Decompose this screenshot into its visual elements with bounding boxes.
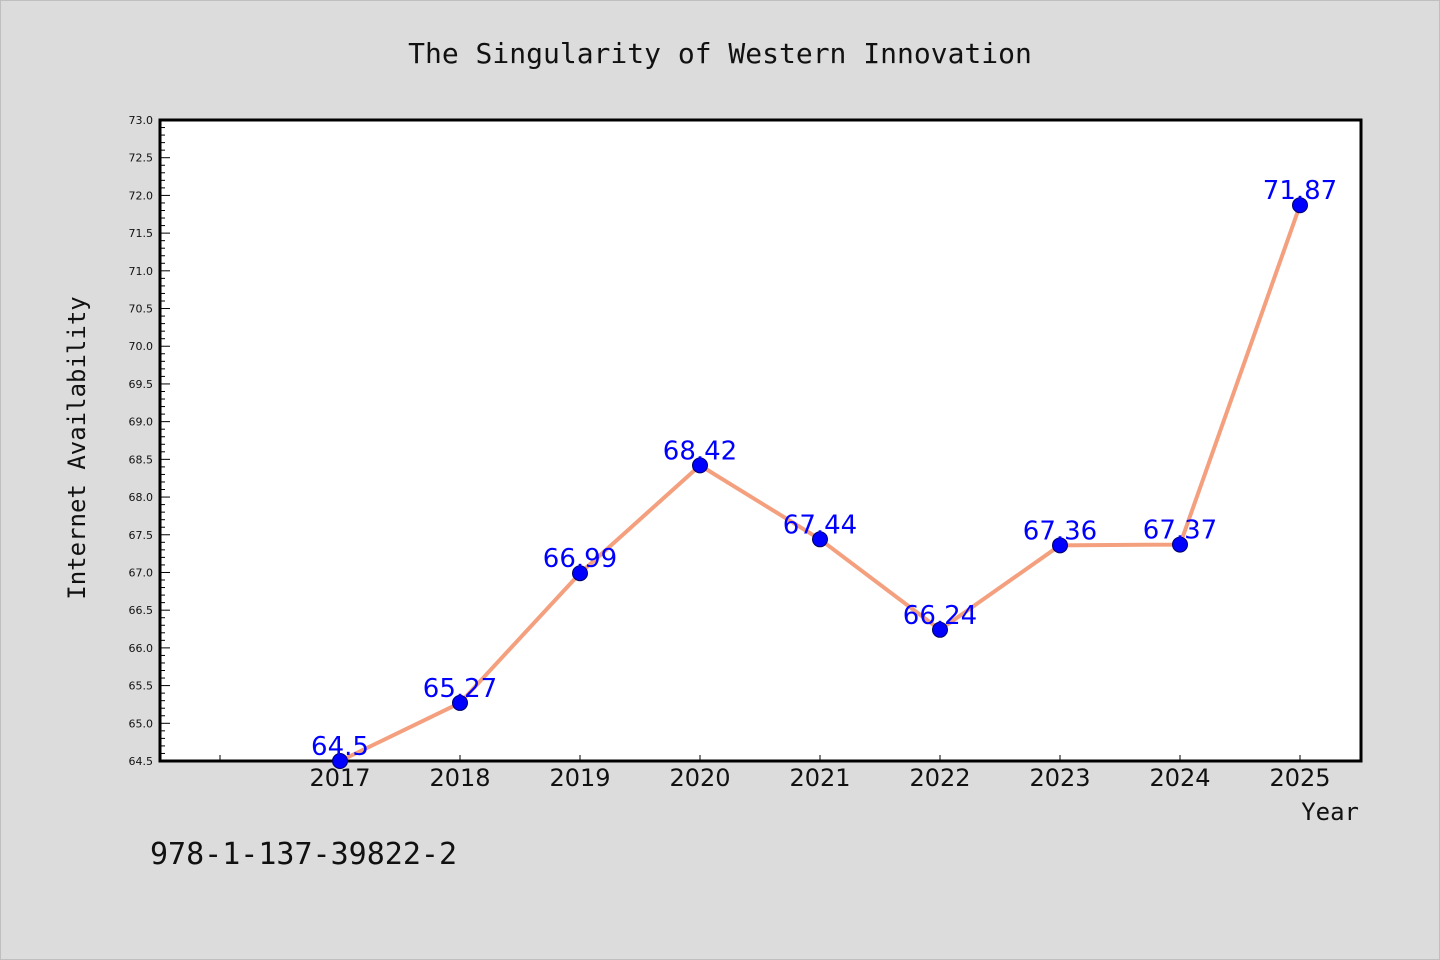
data-label: 65.27 [423,674,497,704]
y-tick-label: 67.0 [129,566,154,579]
footnote-isbn: 978-1-137-39822-2 [150,837,457,872]
y-tick-label: 71.5 [129,227,154,240]
plot-area [158,118,1363,763]
x-tick-label: 2019 [549,764,610,792]
y-tick-label: 69.5 [129,378,154,391]
y-tick-label: 65.5 [129,680,154,693]
data-point [1292,197,1308,214]
x-axis-label: Year [1301,798,1359,826]
x-tick-label: 2025 [1269,764,1330,792]
data-point [572,565,588,582]
data-label: 68.42 [663,436,737,466]
x-tick-label: 2020 [669,764,730,792]
x-tick-label: 2022 [909,764,970,792]
y-tick-label: 70.0 [129,340,154,353]
data-point [1172,536,1188,553]
y-tick-label: 69.0 [129,416,154,429]
y-tick-label: 67.5 [129,529,154,542]
y-tick-label: 71.0 [129,265,154,278]
chart-title: The Singularity of Western Innovation [408,37,1032,70]
x-tick-label: 2023 [1029,764,1090,792]
x-axis-ticks: 2017 2018 2019 2020 2021 2022 2023 2024 2025 [219,755,1331,792]
y-axis-label: Internet Availability [63,296,91,599]
x-tick-label: 2024 [1149,764,1210,792]
y-tick-label: 70.5 [129,303,154,316]
y-tick-label: 72.5 [129,152,154,165]
x-tick-label: 2021 [789,764,850,792]
data-point [932,621,948,638]
y-tick-label: 64.5 [129,755,154,768]
x-tick-label: 2018 [429,764,490,792]
data-labels: 64.5 65.27 66.99 68.42 67.44 66.24 67.36 67.37 7… [311,176,1337,762]
data-label: 67.44 [783,510,857,540]
data-label: 64.5 [311,732,369,762]
y-tick-label: 68.5 [129,453,154,466]
data-point [692,457,708,474]
data-point [332,753,348,769]
data-point [1052,537,1068,554]
y-tick-label: 72.0 [129,189,154,202]
data-label: 71.87 [1263,176,1337,206]
data-label: 67.36 [1023,516,1097,546]
y-tick-label: 65.0 [129,717,154,730]
y-tick-label: 68.0 [129,491,154,504]
series-markers [332,197,1308,769]
y-axis-ticks: 64.5 65.0 65.5 66.0 66.5 67.0 67.5 68.0 68.5 69.0… [129,114,170,768]
data-point [452,694,468,711]
data-point [812,531,828,548]
data-label: 67.37 [1143,516,1217,546]
y-tick-label: 66.0 [129,642,154,655]
data-label: 66.99 [543,544,617,574]
y-tick-label: 73.0 [129,114,154,127]
y-tick-label: 66.5 [129,604,154,617]
data-label: 66.24 [903,601,977,631]
